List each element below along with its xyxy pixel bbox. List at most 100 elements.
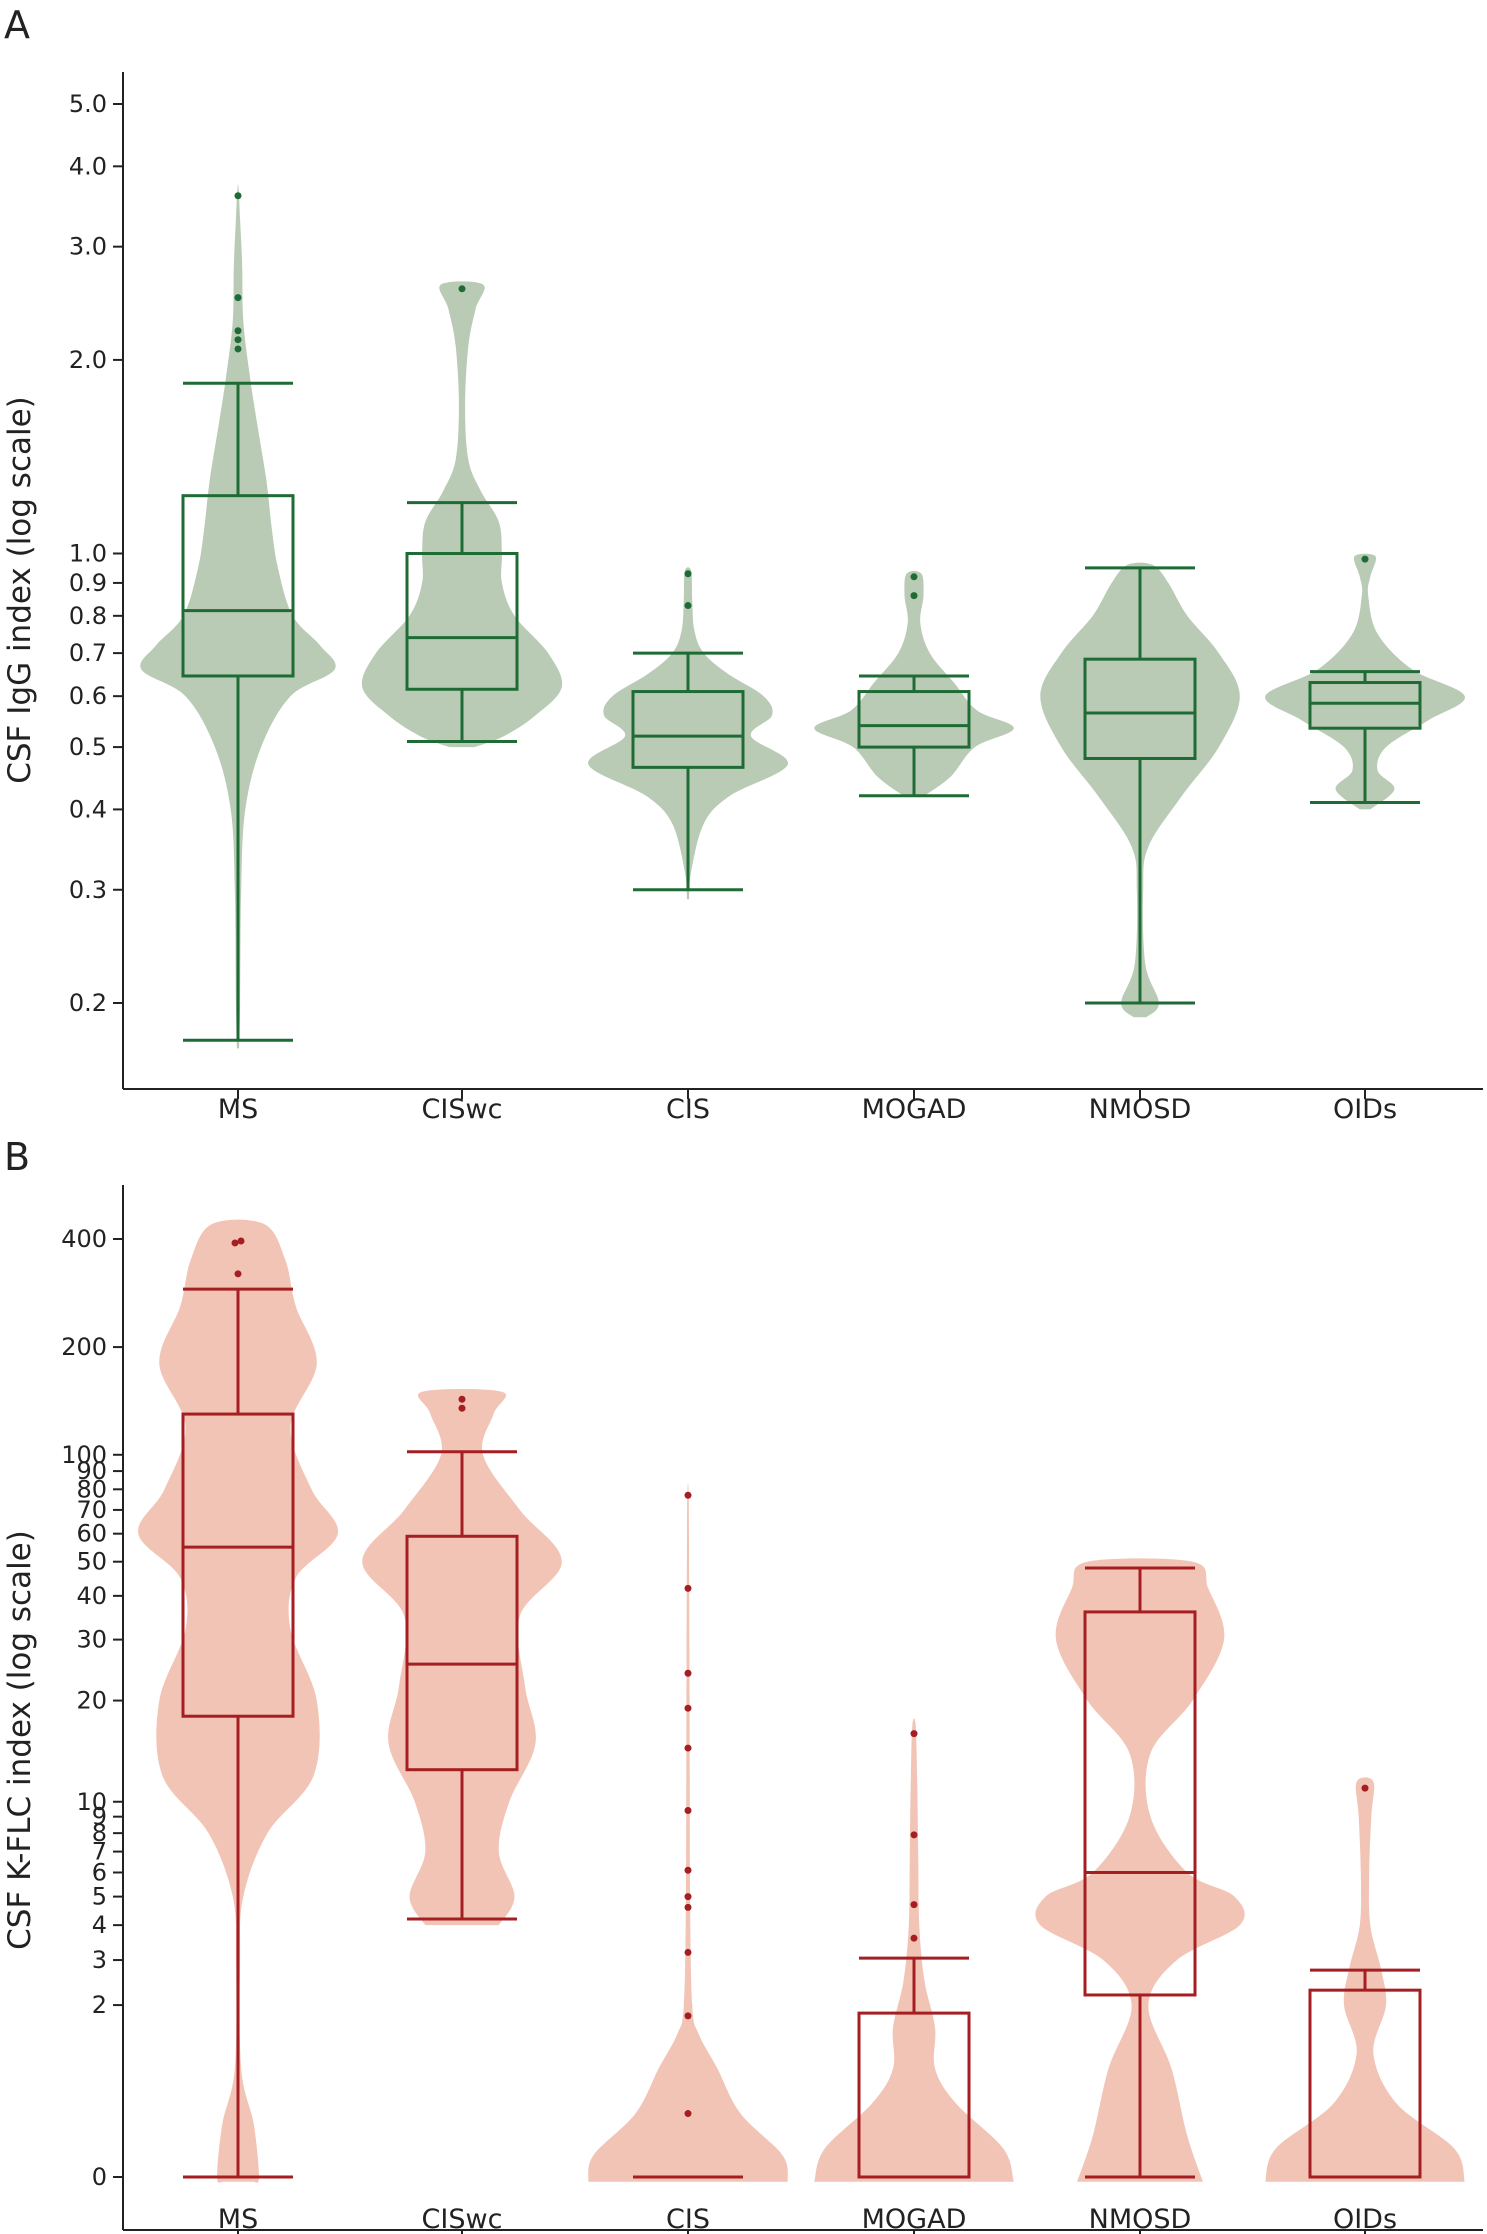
y-tick-label: 4: [92, 1911, 107, 1939]
outlier-point-cis: [684, 1948, 692, 1956]
outlier-point-mogad: [910, 1934, 918, 1942]
outlier-point-cis: [684, 2110, 692, 2118]
y-tick-label: 0.2: [69, 989, 107, 1017]
y-tick-label: 3: [92, 1946, 107, 1974]
y-tick-label: 3.0: [69, 233, 107, 261]
y-tick-label: 7: [92, 1838, 107, 1866]
outlier-point-cis: [684, 1866, 692, 1874]
box-oids: [1308, 681, 1422, 730]
outlier-point-ciswc: [458, 1404, 466, 1412]
y-tick-label: 400: [61, 1225, 107, 1253]
y-tick-label: 0.6: [69, 682, 107, 710]
y-tick-label: 90: [76, 1457, 107, 1485]
y-tick-label: 0: [92, 2163, 107, 2191]
y-tick-label: 0.3: [69, 876, 107, 904]
x-tick-label-oids: OIDs: [1333, 1094, 1397, 1125]
y-tick-label: 6: [92, 1858, 107, 1886]
outlier-point-cis: [684, 1669, 692, 1677]
outlier-point-ms: [234, 345, 242, 353]
y-tick-label: 0.4: [69, 795, 107, 823]
x-tick-label-mogad: MOGAD: [862, 1094, 967, 1125]
y-tick-label: 30: [76, 1626, 107, 1654]
outlier-point-cis: [684, 1807, 692, 1815]
y-tick-label: 8: [92, 1819, 107, 1847]
outlier-point-mogad: [910, 573, 918, 581]
x-tick-label-cis: CIS: [666, 2204, 710, 2234]
outlier-point-ciswc: [458, 285, 466, 293]
y-tick-label: 70: [76, 1496, 107, 1524]
outlier-point-cis: [684, 1491, 692, 1499]
x-tick-label-ms: MS: [218, 2204, 258, 2234]
y-tick-label: 1.0: [69, 540, 107, 568]
y-tick-label: 20: [76, 1687, 107, 1715]
x-tick-label-nmosd: NMOSD: [1089, 2204, 1192, 2234]
outlier-point-ms: [237, 1237, 245, 1245]
box-cis: [631, 690, 745, 769]
box-nmosd: [1083, 657, 1197, 760]
box-ciswc: [405, 1534, 519, 1772]
y-tick-label: 0.8: [69, 602, 107, 630]
box-nmosd: [1083, 1610, 1197, 1997]
y-tick-label: 60: [76, 1520, 107, 1548]
panel-a-plot: 0.2 0.3 0.4 0.5 0.6 0.7 0.8 0.91.0 2.0 3.0 4.0 5.0 C…: [2, 72, 1483, 1125]
outlier-point-ms: [234, 327, 242, 335]
box-ms: [181, 494, 295, 678]
y-tick-label: 200: [61, 1333, 107, 1361]
panel-b-label: B: [4, 1135, 30, 1179]
outlier-point-cis: [684, 570, 692, 578]
violin-ciswc: [362, 1389, 562, 1926]
outlier-point-mogad: [910, 592, 918, 600]
violin-nmosd: [1035, 1558, 1245, 2182]
panel-a-label: A: [4, 3, 30, 47]
violin-cis: [588, 567, 789, 900]
box-ciswc: [405, 552, 519, 691]
x-tick-label-ciswc: CISwc: [422, 1094, 503, 1125]
outlier-point-cis: [684, 2012, 692, 2020]
outlier-point-cis: [684, 1903, 692, 1911]
y-axis-title: CSF K-FLC index (log scale): [2, 1530, 38, 1950]
outlier-point-oids: [1361, 555, 1369, 563]
box-ms: [181, 1412, 295, 1718]
x-tick-label-ciswc: CISwc: [422, 2204, 503, 2234]
x-tick-label-nmosd: NMOSD: [1089, 1094, 1192, 1125]
y-axis-title: CSF IgG index (log scale): [2, 396, 38, 784]
y-tick-label: 10: [76, 1788, 107, 1816]
y-tick-label: 0.9: [69, 569, 107, 597]
outlier-point-cis: [684, 1704, 692, 1712]
violin-ms: [140, 184, 336, 1049]
outlier-point-mogad: [910, 1831, 918, 1839]
y-tick-label: 9: [92, 1803, 107, 1831]
y-tick-label: 5.0: [69, 90, 107, 118]
y-tick-label: 100: [61, 1441, 107, 1469]
violin-ms: [138, 1219, 339, 2183]
x-tick-label-oids: OIDs: [1333, 2204, 1397, 2234]
outlier-point-ms: [231, 1239, 239, 1247]
box-mogad: [857, 690, 971, 749]
outlier-point-ms: [234, 192, 242, 200]
outlier-point-ms: [234, 336, 242, 344]
y-tick-label: 2.0: [69, 346, 107, 374]
outlier-point-cis: [684, 1584, 692, 1592]
x-tick-label-mogad: MOGAD: [862, 2204, 967, 2234]
violin-cis: [588, 1483, 788, 2182]
y-tick-label: 50: [76, 1548, 107, 1576]
y-tick-label: 4.0: [69, 152, 107, 180]
outlier-point-cis: [684, 602, 692, 610]
y-tick-label: 40: [76, 1582, 107, 1610]
y-tick-label: 5: [92, 1883, 107, 1911]
outlier-point-oids: [1361, 1784, 1369, 1792]
y-tick-label: 0.7: [69, 639, 107, 667]
y-tick-label: 0.5: [69, 733, 107, 761]
outlier-point-ciswc: [458, 1395, 466, 1403]
outlier-point-mogad: [910, 1901, 918, 1909]
x-tick-label-ms: MS: [218, 1094, 258, 1125]
y-tick-label: 2: [92, 1991, 107, 2019]
outlier-point-ms: [234, 294, 242, 302]
outlier-point-cis: [684, 1744, 692, 1752]
outlier-point-mogad: [910, 1730, 918, 1738]
x-tick-label-cis: CIS: [666, 1094, 710, 1125]
outlier-point-cis: [684, 1893, 692, 1901]
violin-mogad: [814, 1718, 1014, 2182]
